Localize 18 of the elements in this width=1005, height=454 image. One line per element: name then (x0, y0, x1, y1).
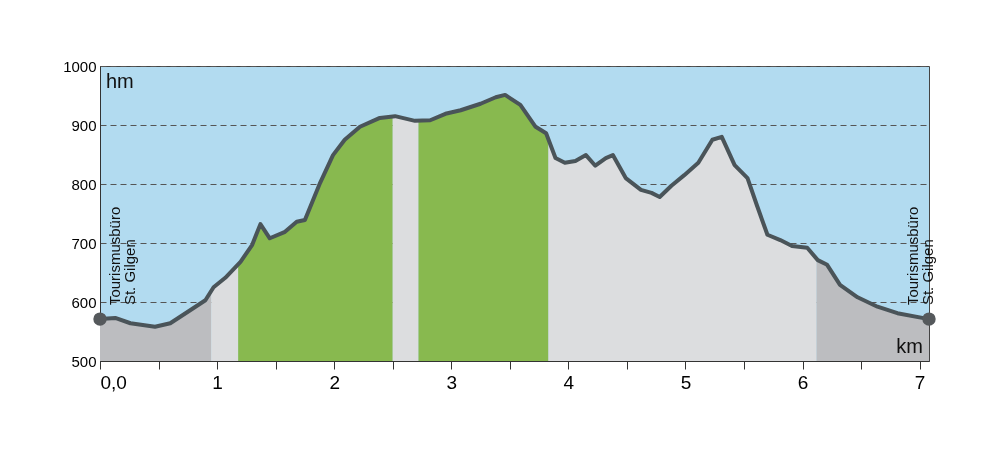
x-tick-label: 2 (329, 371, 340, 393)
x-tick-label: 1 (212, 371, 223, 393)
x-tick-label: 3 (446, 371, 458, 393)
y-tick-label: 800 (71, 175, 97, 193)
x-tick-label: 4 (563, 371, 575, 393)
x-axis-title: km (896, 335, 923, 357)
x-tick-label: 0,0 (100, 371, 127, 393)
y-tick-label: 1000 (63, 57, 97, 75)
y-tick-label: 700 (71, 234, 97, 252)
y-tick-label: 600 (71, 293, 97, 311)
x-tick-label: 5 (680, 371, 692, 393)
y-tick-label: 500 (71, 352, 97, 370)
annotation: Tourismusbüro St. Gilgen (106, 206, 138, 306)
x-tick-label: 6 (797, 371, 809, 393)
annotation: Tourismusbüro St. Gilgen (904, 206, 936, 306)
x-tick-label: 7 (914, 371, 926, 393)
y-tick-label: 900 (71, 116, 97, 134)
y-axis-title: hm (106, 70, 134, 92)
